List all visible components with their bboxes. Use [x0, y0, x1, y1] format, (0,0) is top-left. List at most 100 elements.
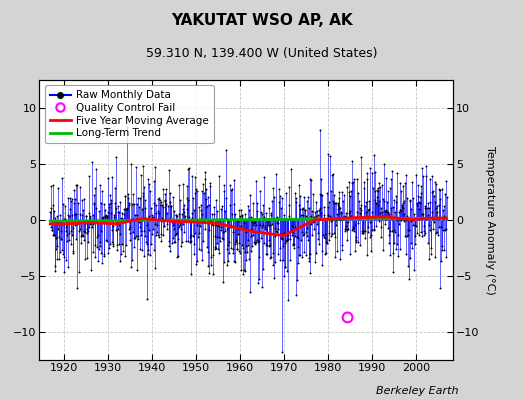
Point: [85, 173, 93, 179]
Point: [143, 222, 151, 228]
Point: [421, 216, 430, 222]
Point: [301, 229, 310, 235]
Point: [395, 221, 403, 228]
Point: [239, 266, 248, 273]
Point: [128, 201, 136, 207]
Point: [277, 231, 285, 237]
Point: [356, 202, 365, 208]
Point: [361, 235, 369, 241]
Point: [195, 204, 203, 210]
Point: [215, 220, 224, 226]
Point: [90, 200, 99, 206]
Point: [403, 195, 411, 202]
Point: [209, 271, 217, 277]
Point: [145, 227, 153, 233]
Point: [110, 212, 118, 218]
Point: [153, 229, 161, 235]
Point: [328, 172, 336, 178]
Point: [258, 211, 266, 217]
Point: [168, 235, 177, 241]
Point: [357, 207, 365, 214]
Point: [299, 232, 307, 238]
Point: [129, 216, 137, 222]
Point: [80, 228, 89, 234]
Point: [137, 232, 145, 238]
Point: [369, 152, 378, 158]
Point: [316, 191, 324, 198]
Point: [402, 251, 410, 258]
Point: [405, 227, 413, 234]
Point: [160, 223, 168, 229]
Point: [176, 222, 184, 229]
Point: [318, 262, 326, 268]
Point: [95, 242, 104, 249]
Point: [202, 196, 210, 202]
Point: [65, 230, 73, 236]
Point: [441, 190, 449, 197]
Point: [227, 245, 236, 251]
Point: [46, 208, 54, 215]
Point: [276, 244, 284, 251]
Point: [397, 217, 405, 224]
Point: [320, 234, 328, 240]
Point: [430, 193, 439, 199]
Point: [407, 206, 415, 212]
Point: [328, 216, 336, 223]
Point: [423, 204, 431, 211]
Point: [425, 199, 434, 206]
Point: [178, 210, 186, 217]
Point: [352, 239, 360, 246]
Point: [206, 218, 214, 224]
Point: [228, 228, 237, 235]
Point: [337, 208, 345, 215]
Point: [96, 228, 105, 234]
Point: [64, 264, 72, 270]
Point: [409, 216, 418, 222]
Point: [328, 231, 336, 238]
Point: [199, 238, 207, 244]
Point: [93, 234, 101, 240]
Point: [243, 226, 251, 232]
Point: [127, 161, 135, 167]
Point: [337, 246, 346, 253]
Point: [183, 166, 192, 172]
Point: [352, 237, 360, 244]
Point: [389, 227, 398, 233]
Point: [102, 214, 111, 221]
Point: [232, 236, 240, 243]
Point: [439, 206, 447, 213]
Point: [245, 214, 254, 221]
Point: [134, 236, 143, 242]
Point: [273, 214, 281, 220]
Point: [388, 250, 397, 256]
Point: [170, 226, 178, 232]
Point: [196, 206, 205, 213]
Point: [78, 232, 86, 238]
Point: [129, 244, 138, 250]
Point: [366, 234, 375, 240]
Point: [65, 237, 73, 244]
Point: [442, 226, 450, 232]
Point: [281, 240, 290, 246]
Point: [237, 212, 246, 219]
Point: [362, 198, 370, 205]
Point: [359, 228, 367, 234]
Point: [391, 229, 399, 235]
Point: [334, 200, 342, 207]
Point: [60, 216, 69, 222]
Point: [49, 207, 58, 214]
Point: [159, 186, 167, 192]
Point: [278, 194, 286, 201]
Point: [342, 209, 351, 216]
Point: [115, 241, 124, 247]
Point: [320, 204, 328, 210]
Point: [113, 247, 122, 253]
Point: [353, 176, 362, 182]
Point: [414, 214, 422, 221]
Point: [67, 241, 75, 248]
Point: [204, 270, 213, 276]
Point: [155, 234, 163, 240]
Point: [113, 242, 121, 248]
Point: [404, 263, 412, 269]
Point: [117, 214, 125, 221]
